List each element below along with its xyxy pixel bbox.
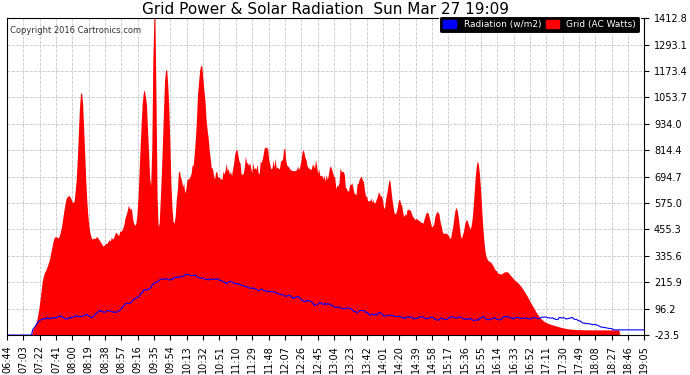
Legend: Radiation (w/m2), Grid (AC Watts): Radiation (w/m2), Grid (AC Watts) [440, 16, 640, 33]
Title: Grid Power & Solar Radiation  Sun Mar 27 19:09: Grid Power & Solar Radiation Sun Mar 27 … [142, 2, 509, 17]
Text: Copyright 2016 Cartronics.com: Copyright 2016 Cartronics.com [10, 26, 141, 35]
